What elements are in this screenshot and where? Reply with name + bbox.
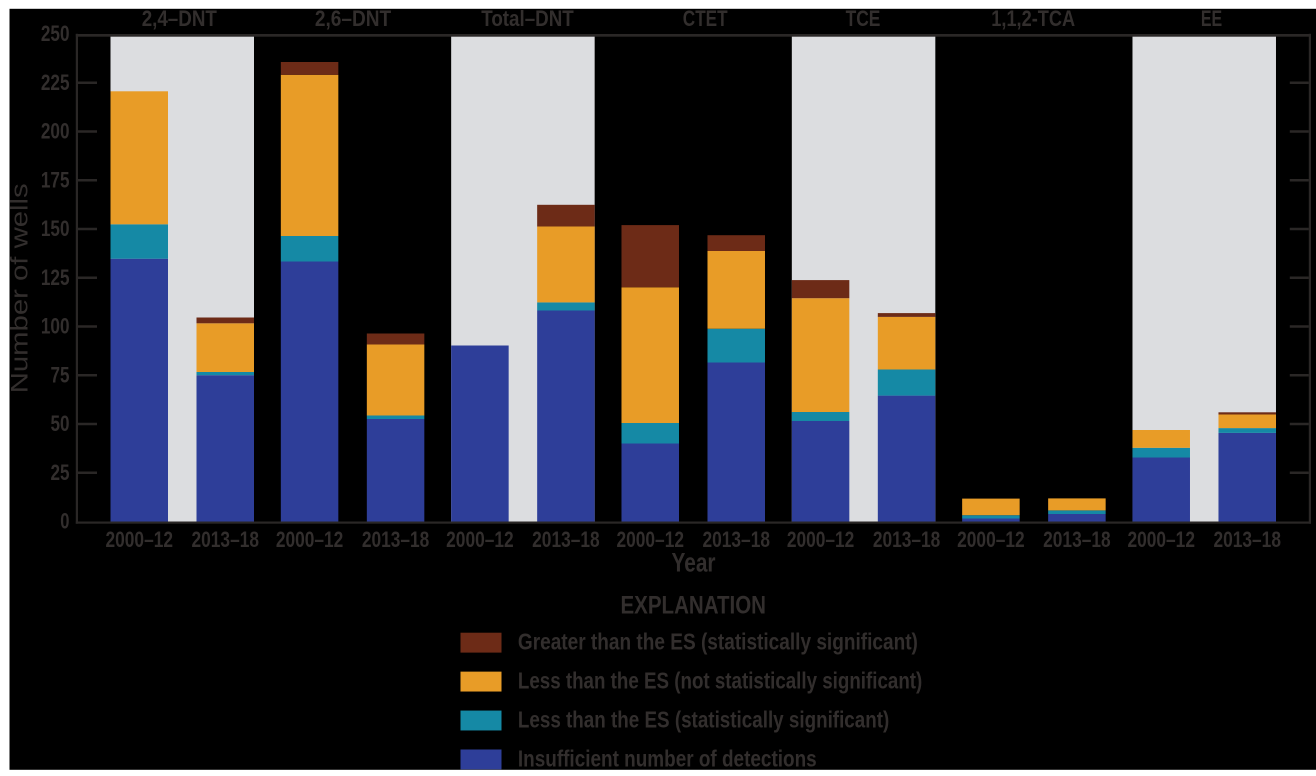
svg-text:25: 25 (51, 460, 70, 485)
svg-text:Year: Year (672, 547, 716, 577)
svg-text:2000–12: 2000–12 (106, 527, 174, 552)
svg-text:2,4–DNT: 2,4–DNT (142, 6, 218, 31)
svg-text:1,1,2-TCA: 1,1,2-TCA (991, 6, 1075, 31)
svg-text:Less than the ES (not statisti: Less than the ES (not statistically sign… (518, 668, 922, 694)
svg-text:2013–18: 2013–18 (362, 527, 430, 552)
svg-text:2000–12: 2000–12 (276, 527, 344, 552)
svg-text:100: 100 (41, 314, 70, 339)
svg-text:Greater than the ES (statistic: Greater than the ES (statistically signi… (518, 629, 918, 655)
svg-text:2000–12: 2000–12 (616, 527, 684, 552)
svg-text:250: 250 (41, 21, 70, 46)
svg-text:2013–18: 2013–18 (532, 527, 600, 552)
svg-text:Total–DNT: Total–DNT (481, 6, 574, 31)
svg-text:225: 225 (41, 70, 70, 95)
svg-text:75: 75 (51, 362, 70, 387)
svg-text:2013–18: 2013–18 (873, 527, 941, 552)
svg-text:2000–12: 2000–12 (1127, 527, 1195, 552)
svg-text:CTET: CTET (683, 6, 728, 31)
svg-text:Number of wells: Number of wells (7, 183, 34, 393)
svg-text:2,6–DNT: 2,6–DNT (315, 6, 392, 31)
svg-text:TCE: TCE (846, 6, 881, 31)
svg-text:50: 50 (51, 411, 70, 436)
svg-text:200: 200 (41, 119, 70, 144)
svg-text:2000–12: 2000–12 (957, 527, 1025, 552)
svg-text:2013–18: 2013–18 (1213, 527, 1281, 552)
svg-text:175: 175 (41, 167, 70, 192)
svg-text:Less than the ES (statisticall: Less than the ES (statistically signific… (518, 706, 889, 732)
svg-text:0: 0 (60, 509, 69, 534)
svg-text:125: 125 (41, 265, 70, 290)
svg-text:2013–18: 2013–18 (192, 527, 260, 552)
svg-text:Insufficient number of detecti: Insufficient number of detections (518, 745, 817, 771)
svg-text:EXPLANATION: EXPLANATION (621, 592, 767, 620)
svg-text:150: 150 (41, 216, 70, 241)
svg-text:EE: EE (1201, 6, 1222, 31)
svg-text:2000–12: 2000–12 (446, 527, 514, 552)
svg-text:2000–12: 2000–12 (787, 527, 855, 552)
svg-text:2013–18: 2013–18 (1043, 527, 1111, 552)
svg-text:2013–18: 2013–18 (702, 527, 770, 552)
